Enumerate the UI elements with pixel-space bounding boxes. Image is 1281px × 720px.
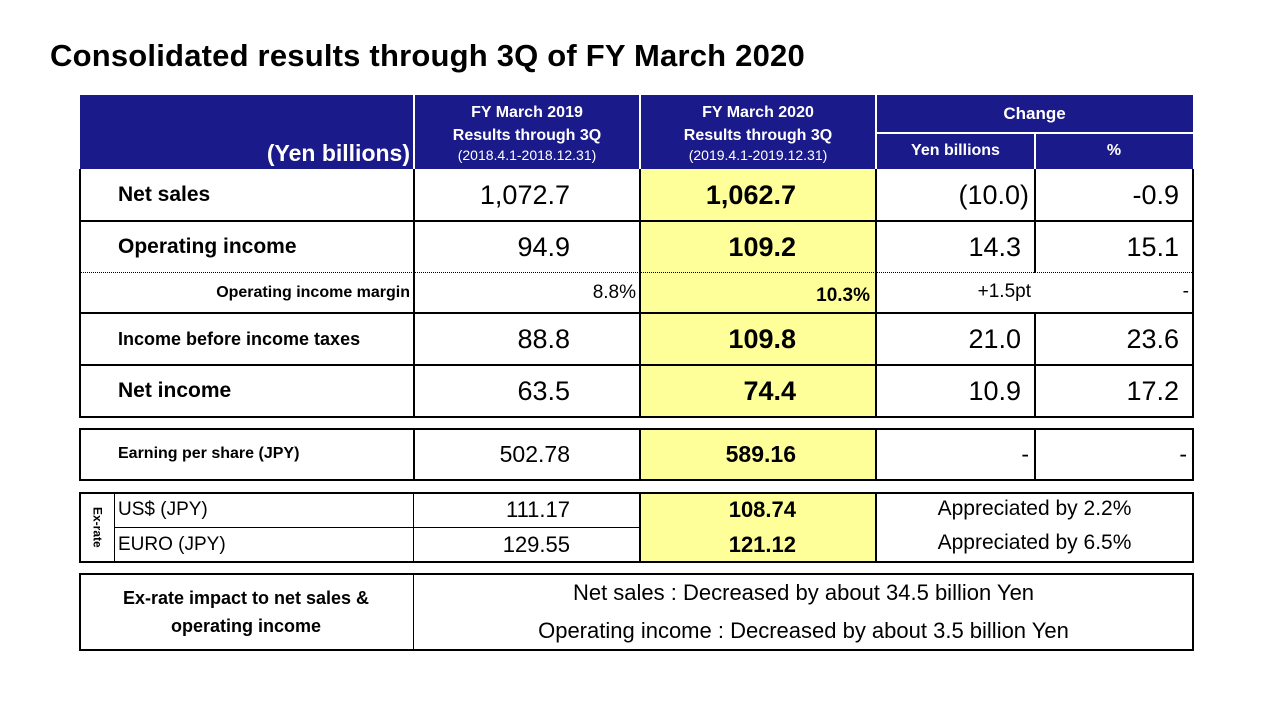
euro-prev: 129.55 bbox=[502, 532, 570, 557]
op-margin-prev: 8.8% bbox=[592, 282, 636, 303]
impact-label: Ex-rate impact to net sales & operating … bbox=[122, 587, 370, 636]
op-margin-pct: - bbox=[1182, 281, 1189, 302]
usd-curr: 108.74 bbox=[728, 497, 796, 522]
eps-pct: - bbox=[1179, 440, 1187, 467]
exrate-side-label: Ex-rate bbox=[90, 506, 105, 548]
operating-income-label: Operating income bbox=[118, 235, 297, 258]
operating-income-curr: 109.2 bbox=[728, 231, 796, 262]
net-income-curr: 74.4 bbox=[743, 375, 796, 406]
usd-label: US$ (JPY) bbox=[118, 499, 208, 520]
net-income-pct: 17.2 bbox=[1126, 375, 1179, 406]
usd-note: Appreciated by 2.2% bbox=[937, 497, 1132, 520]
operating-income-chg: 14.3 bbox=[968, 231, 1021, 262]
eps-prev: 502.78 bbox=[499, 440, 570, 467]
change-yen-header: Yen billions bbox=[876, 133, 1035, 169]
impact-operating-income: Operating income : Decreased by about 3.… bbox=[538, 618, 1069, 643]
header-prev-cell: FY March 2019 Results through 3Q (2018.4… bbox=[414, 95, 640, 169]
net-sales-curr: 1,062.7 bbox=[705, 179, 796, 210]
unit-label: (Yen billions) bbox=[266, 140, 410, 166]
usd-prev: 111.17 bbox=[505, 497, 570, 522]
euro-note: Appreciated by 6.5% bbox=[937, 531, 1132, 554]
op-margin-chg: +1.5pt bbox=[977, 281, 1031, 302]
pretax-income-pct: 23.6 bbox=[1126, 323, 1179, 354]
net-income-label: Net income bbox=[118, 379, 232, 402]
euro-curr: 121.12 bbox=[728, 532, 796, 557]
net-sales-chg: (10.0) bbox=[958, 179, 1029, 210]
header-curr-cell: FY March 2020 Results through 3Q (2019.4… bbox=[640, 95, 876, 169]
op-margin-curr: 10.3% bbox=[816, 285, 870, 306]
pretax-income-curr: 109.8 bbox=[728, 323, 796, 354]
curr-fy-label: FY March 2020 bbox=[702, 104, 814, 121]
eps-curr: 589.16 bbox=[725, 440, 796, 467]
change-pct-header: % bbox=[1035, 133, 1193, 169]
prev-period-label: (2018.4.1-2018.12.31) bbox=[457, 147, 597, 163]
pretax-income-chg: 21.0 bbox=[968, 323, 1021, 354]
net-income-prev: 63.5 bbox=[517, 375, 570, 406]
change-header: Change bbox=[876, 95, 1193, 133]
pretax-income-prev: 88.8 bbox=[517, 323, 570, 354]
prev-fy-label: FY March 2019 bbox=[471, 104, 583, 121]
op-margin-label: Operating income margin bbox=[216, 284, 410, 301]
pretax-income-label: Income before income taxes bbox=[118, 328, 361, 349]
net-sales-prev: 1,072.7 bbox=[479, 179, 570, 210]
header-unit-cell: (Yen billions) bbox=[80, 95, 414, 169]
operating-income-pct: 15.1 bbox=[1126, 231, 1179, 262]
eps-chg: - bbox=[1021, 440, 1029, 467]
net-sales-label: Net sales bbox=[118, 183, 211, 206]
net-sales-pct: -0.9 bbox=[1132, 179, 1179, 210]
curr-results-label: Results through 3Q bbox=[683, 127, 833, 144]
net-income-chg: 10.9 bbox=[968, 375, 1021, 406]
impact-net-sales: Net sales : Decreased by about 34.5 bill… bbox=[572, 580, 1035, 605]
eps-label: Earning per share (JPY) bbox=[118, 445, 300, 462]
operating-income-prev: 94.9 bbox=[517, 231, 570, 262]
prev-results-label: Results through 3Q bbox=[452, 127, 602, 144]
euro-label: EURO (JPY) bbox=[118, 534, 226, 555]
page-title: Consolidated results through 3Q of FY Ma… bbox=[50, 38, 805, 73]
curr-period-label: (2019.4.1-2019.12.31) bbox=[688, 147, 828, 163]
